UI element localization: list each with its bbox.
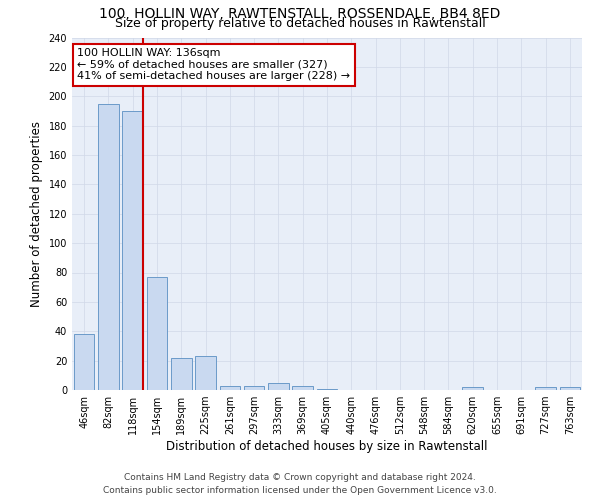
Bar bbox=[244, 386, 265, 390]
Text: 100, HOLLIN WAY, RAWTENSTALL, ROSSENDALE, BB4 8ED: 100, HOLLIN WAY, RAWTENSTALL, ROSSENDALE… bbox=[100, 8, 500, 22]
Bar bbox=[171, 358, 191, 390]
Bar bbox=[560, 387, 580, 390]
Text: Contains HM Land Registry data © Crown copyright and database right 2024.
Contai: Contains HM Land Registry data © Crown c… bbox=[103, 473, 497, 495]
Bar bbox=[220, 386, 240, 390]
Text: 100 HOLLIN WAY: 136sqm
← 59% of detached houses are smaller (327)
41% of semi-de: 100 HOLLIN WAY: 136sqm ← 59% of detached… bbox=[77, 48, 350, 82]
Bar bbox=[146, 277, 167, 390]
Bar bbox=[268, 382, 289, 390]
Text: Size of property relative to detached houses in Rawtenstall: Size of property relative to detached ho… bbox=[115, 18, 485, 30]
Bar bbox=[74, 334, 94, 390]
Y-axis label: Number of detached properties: Number of detached properties bbox=[30, 120, 43, 306]
Bar bbox=[122, 111, 143, 390]
Bar bbox=[292, 386, 313, 390]
Bar bbox=[317, 388, 337, 390]
Bar bbox=[463, 387, 483, 390]
Bar bbox=[195, 356, 216, 390]
X-axis label: Distribution of detached houses by size in Rawtenstall: Distribution of detached houses by size … bbox=[166, 440, 488, 453]
Bar bbox=[98, 104, 119, 390]
Bar bbox=[535, 387, 556, 390]
